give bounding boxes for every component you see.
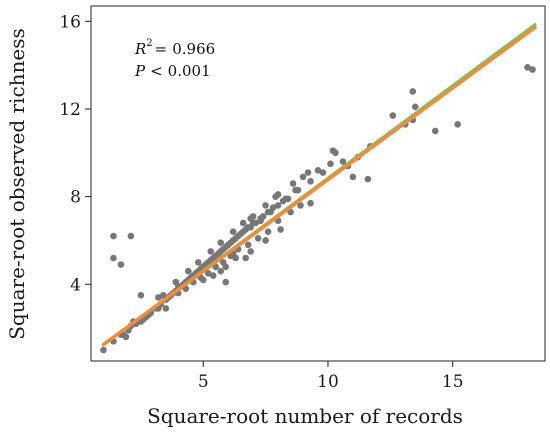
data-point	[227, 239, 234, 246]
x-tick-label: 5	[198, 372, 209, 392]
data-point	[184, 267, 192, 275]
r2-symbol: R	[134, 40, 146, 58]
data-point	[304, 169, 312, 176]
data-point	[127, 232, 135, 240]
data-point	[155, 294, 162, 301]
p-annotation: P <0.001	[134, 62, 211, 80]
data-point	[100, 346, 107, 354]
data-point	[217, 239, 225, 246]
data-point	[110, 232, 117, 240]
data-point	[524, 64, 531, 71]
y-tick-label: 4	[70, 275, 81, 295]
data-point	[257, 217, 264, 225]
data-point	[454, 121, 461, 128]
data-point	[247, 224, 254, 231]
r2-superscript: 2	[146, 38, 152, 49]
data-point	[529, 66, 536, 73]
data-point	[237, 230, 244, 238]
y-axis-title: Square-root observed richness	[5, 28, 29, 340]
data-point	[327, 160, 334, 168]
data-point	[411, 103, 419, 111]
data-point	[222, 243, 230, 251]
data-point	[222, 278, 230, 286]
data-point	[254, 234, 262, 242]
data-point	[207, 248, 215, 255]
data-point	[339, 158, 347, 165]
y-tick-label: 12	[59, 100, 81, 120]
r2-value: 0.966	[172, 40, 215, 58]
data-point	[204, 270, 212, 277]
data-point	[292, 186, 299, 194]
data-point	[262, 202, 269, 209]
data-points	[100, 64, 536, 354]
data-point	[272, 193, 279, 200]
data-point	[217, 248, 225, 255]
y-tick-label: 16	[59, 12, 81, 32]
x-axis-title: Square-root number of records	[147, 404, 463, 428]
data-point	[194, 259, 202, 266]
data-point	[172, 278, 180, 286]
data-point	[262, 237, 269, 244]
data-point	[222, 263, 230, 271]
data-point	[329, 147, 337, 154]
data-point	[242, 226, 249, 233]
p-comparator: <	[150, 62, 163, 80]
p-symbol: P	[134, 62, 146, 80]
fit-lines	[101, 23, 537, 347]
data-point	[364, 175, 372, 183]
data-point	[110, 254, 117, 262]
data-point	[247, 248, 254, 255]
data-point	[242, 254, 249, 262]
data-point	[349, 173, 357, 181]
x-axis-ticks: 5 10 15	[198, 361, 464, 392]
data-point	[239, 219, 247, 227]
data-point	[247, 215, 254, 222]
data-point	[212, 252, 220, 260]
y-tick-label: 8	[70, 188, 81, 208]
data-point	[299, 173, 307, 181]
data-point	[229, 228, 237, 236]
data-point	[264, 228, 272, 236]
data-point	[274, 202, 282, 209]
x-tick-label: 15	[442, 372, 464, 392]
data-point	[319, 169, 327, 176]
data-point	[277, 226, 284, 233]
data-point	[122, 333, 130, 341]
data-point	[199, 276, 207, 284]
data-point	[209, 272, 217, 279]
r2-annotation: R2 = 0.966	[134, 38, 215, 58]
data-point	[207, 256, 215, 264]
data-point	[117, 261, 125, 268]
data-point	[314, 167, 322, 174]
data-point	[162, 305, 170, 312]
data-point	[297, 202, 304, 209]
fit-line	[101, 25, 537, 347]
data-point	[389, 112, 397, 119]
data-point	[244, 241, 252, 249]
data-point	[307, 199, 314, 207]
data-point	[217, 267, 225, 275]
data-point	[267, 208, 274, 216]
data-point	[282, 195, 289, 203]
r2-equals: =	[155, 40, 168, 58]
data-point	[307, 178, 314, 185]
data-point	[137, 291, 145, 299]
data-point	[289, 180, 297, 187]
data-point	[431, 127, 439, 135]
data-point	[252, 219, 259, 227]
p-value: 0.001	[168, 62, 211, 80]
data-point	[409, 88, 417, 95]
y-axis-ticks: 4 8 12 16	[59, 12, 91, 295]
x-tick-label: 10	[317, 372, 339, 392]
data-point	[232, 234, 239, 242]
plot-frame	[90, 5, 546, 362]
data-point	[160, 291, 167, 299]
